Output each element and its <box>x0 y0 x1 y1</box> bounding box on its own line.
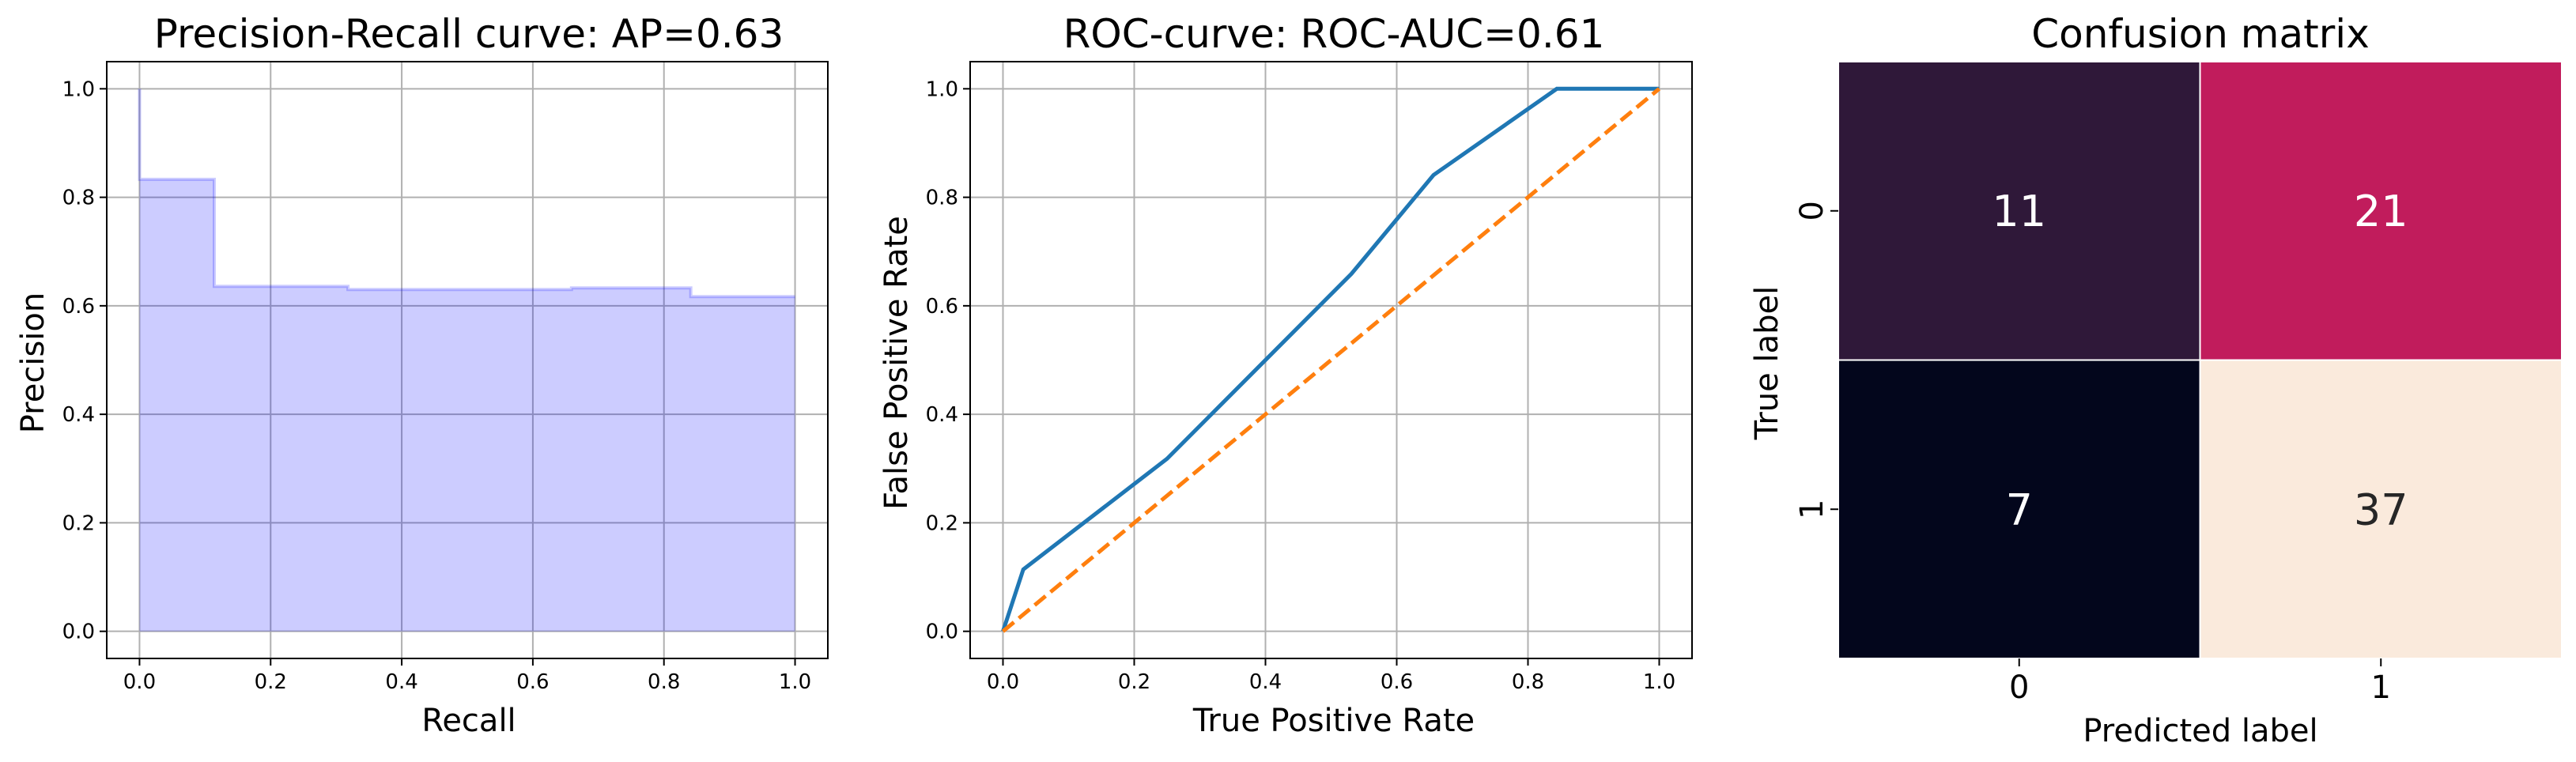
roc-xlabel: True Positive Rate <box>1192 703 1475 739</box>
x-tick-label: 0.6 <box>516 670 549 694</box>
pr-xlabel: Recall <box>421 703 516 739</box>
cm-x-tick-label: 0 <box>2009 670 2029 706</box>
x-tick-label: 0.0 <box>987 670 1019 694</box>
roc-title: ROC-curve: ROC-AUC=0.61 <box>1063 11 1605 57</box>
cm-cell-value: 37 <box>2354 485 2408 534</box>
roc-panel: ROC-curve: ROC-AUC=0.61 True Positive Ra… <box>878 11 1693 739</box>
y-tick-label: 0.0 <box>926 621 958 644</box>
cm-y-tick-label: 0 <box>1794 201 1830 221</box>
roc-ylabel: False Positive Rate <box>878 216 915 510</box>
y-tick-label: 0.2 <box>62 511 95 535</box>
x-tick-label: 1.0 <box>1643 670 1675 694</box>
x-tick-label: 0.4 <box>1249 670 1282 694</box>
pr-ylabel: Precision <box>15 292 51 433</box>
confusion-matrix-panel: Confusion matrix Predicted label True la… <box>1749 11 2563 749</box>
y-tick-label: 0.8 <box>926 187 958 210</box>
x-tick-label: 0.8 <box>648 670 680 694</box>
roc-curve-line <box>1001 86 1660 632</box>
y-tick-label: 0.4 <box>926 403 958 427</box>
x-tick-label: 0.2 <box>255 670 287 694</box>
cm-cell-value: 7 <box>2006 485 2033 534</box>
precision-recall-panel: Precision-Recall curve: AP=0.63 Recall P… <box>15 11 829 739</box>
x-tick-label: 0.6 <box>1381 670 1413 694</box>
y-tick-label: 0.4 <box>62 403 95 427</box>
x-tick-label: 0.8 <box>1512 670 1544 694</box>
x-tick-label: 0.4 <box>385 670 417 694</box>
cm-title: Confusion matrix <box>2031 11 2370 57</box>
axes-frame <box>106 61 829 659</box>
y-tick-label: 0.2 <box>926 511 958 535</box>
y-tick-label: 0.6 <box>926 295 958 319</box>
y-tick-label: 1.0 <box>926 77 958 101</box>
cm-cell-value: 21 <box>2354 187 2408 236</box>
x-tick-label: 0.2 <box>1118 670 1150 694</box>
cm-y-tick-label: 1 <box>1794 500 1830 519</box>
cm-cell <box>2199 359 2563 659</box>
axes-frame <box>969 61 1693 659</box>
cm-cell-value: 11 <box>1992 187 2046 236</box>
cm-cell <box>1838 61 2201 361</box>
pr-title: Precision-Recall curve: AP=0.63 <box>154 11 784 57</box>
cm-cell <box>1838 359 2201 659</box>
cm-ylabel: True label <box>1749 286 1785 440</box>
y-tick-label: 0.8 <box>62 187 95 210</box>
roc-diagonal-line <box>1001 87 1661 633</box>
y-tick-label: 0.0 <box>62 621 95 644</box>
cm-x-tick-label: 1 <box>2371 670 2391 706</box>
pr-area-fill <box>139 89 795 632</box>
x-tick-label: 1.0 <box>779 670 811 694</box>
cm-xlabel: Predicted label <box>2083 713 2317 749</box>
y-tick-label: 0.6 <box>62 295 95 319</box>
x-tick-label: 0.0 <box>123 670 156 694</box>
pr-step-line <box>138 89 795 299</box>
y-tick-label: 1.0 <box>62 77 95 101</box>
